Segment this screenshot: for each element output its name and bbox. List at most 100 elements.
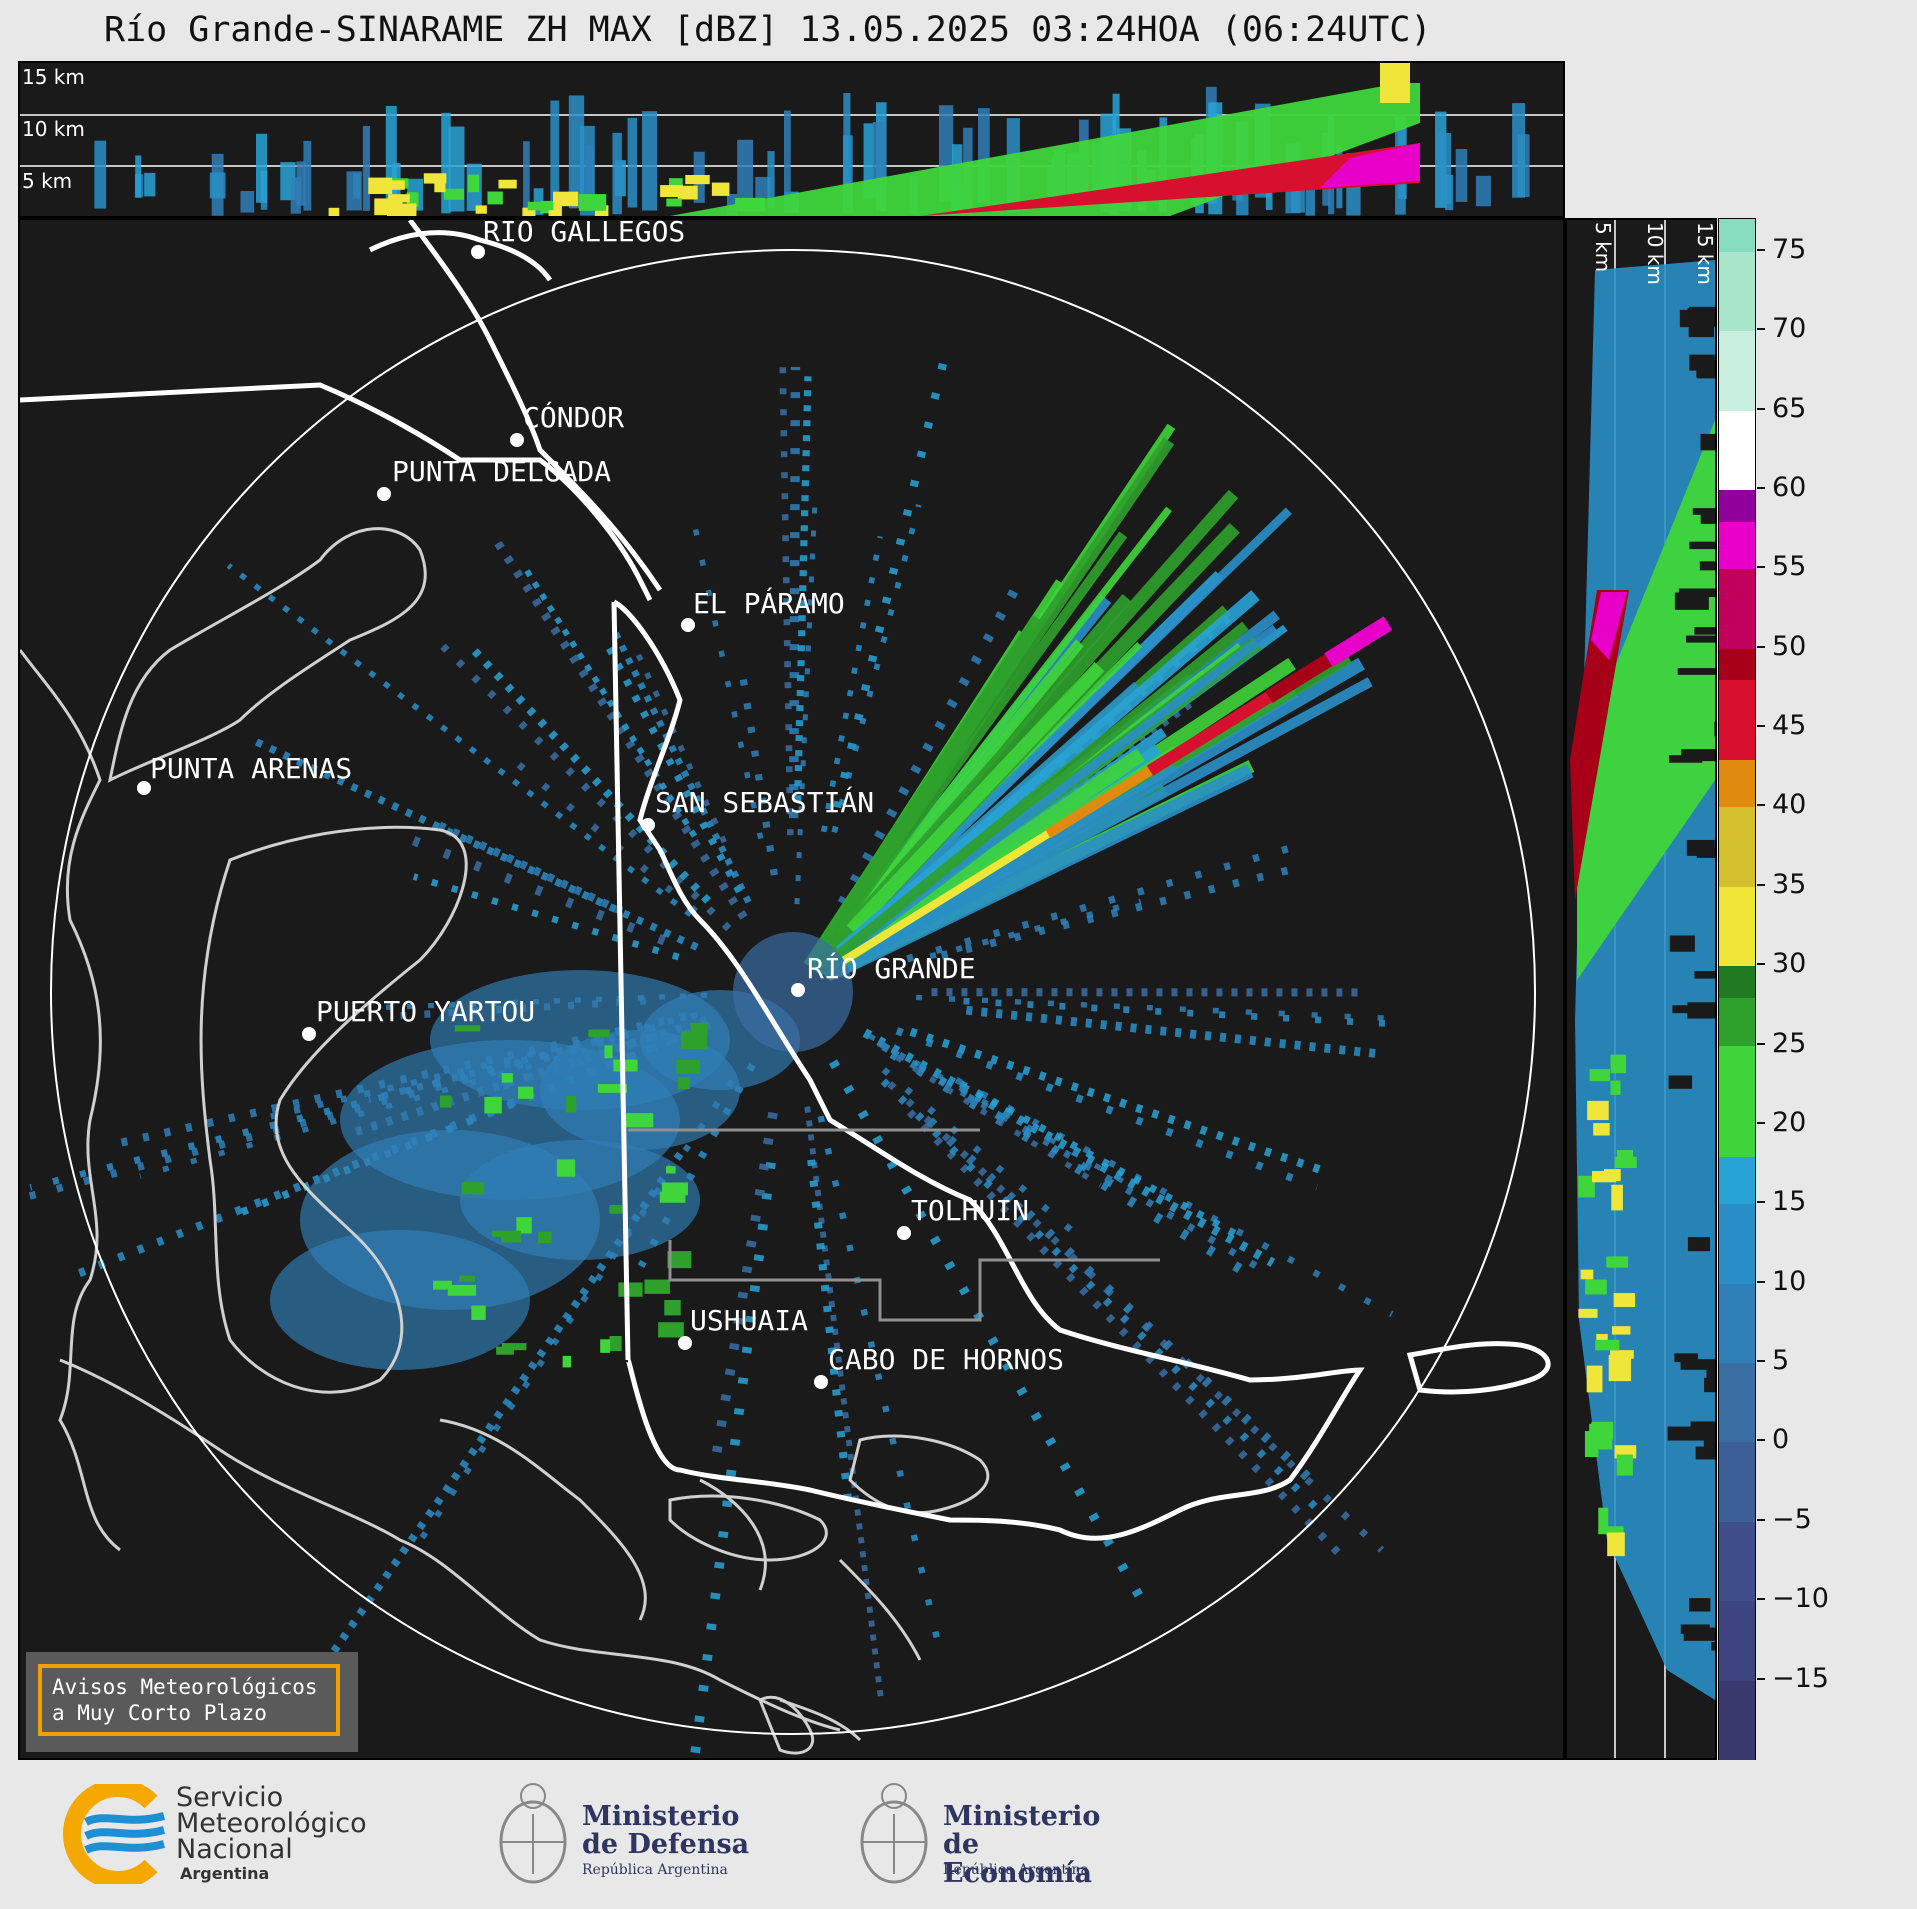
echo-cell — [433, 1280, 452, 1290]
city-marker — [377, 487, 391, 501]
top-echo — [784, 110, 791, 213]
right-height-label-5: 5 km — [1591, 222, 1615, 273]
right-echo-gap — [1703, 1432, 1715, 1448]
border-layer — [20, 220, 1551, 1541]
colorbar-tick — [1757, 566, 1765, 569]
colorbar-band — [1719, 250, 1755, 332]
echo-cell — [491, 1230, 504, 1237]
top-echo-low — [434, 176, 446, 193]
colorbar-tick — [1757, 1677, 1765, 1680]
echo-ray — [807, 1159, 854, 1511]
echo-ray — [788, 366, 801, 819]
colorbar-band — [1719, 758, 1755, 808]
top-echo — [1512, 103, 1526, 198]
echo-cell — [501, 1073, 513, 1083]
colorbar-band — [1719, 965, 1755, 998]
city-marker — [641, 818, 655, 832]
top-echo — [755, 176, 771, 199]
coastline-dawson — [199, 825, 468, 1394]
colorbar-tick-label: 75 — [1772, 233, 1807, 265]
argentina-seal-icon — [499, 1783, 567, 1884]
echo-cell — [690, 1022, 708, 1036]
echo-strong-ray — [1045, 766, 1153, 839]
range-ring — [50, 249, 1536, 1735]
right-echo-low — [1616, 1149, 1634, 1167]
echo-blob — [270, 1230, 530, 1370]
colorbar-tick — [1757, 328, 1765, 331]
right-echo-low — [1611, 1326, 1631, 1335]
right-echo-gap — [1680, 1359, 1715, 1370]
echo-ray — [895, 1054, 1102, 1188]
colorbar-tick-label: 15 — [1772, 1186, 1807, 1218]
city-marker — [791, 983, 805, 997]
echo-ray — [523, 568, 698, 838]
top-height-label-15: 15 km — [22, 65, 85, 89]
echo-cell — [459, 1275, 475, 1282]
top-echo-low — [711, 182, 730, 196]
colorbar-tick — [1757, 1201, 1765, 1204]
right-echo-low — [1595, 1339, 1620, 1351]
right-echo-gap — [1687, 308, 1715, 321]
echo-cell — [680, 1031, 708, 1050]
economia-line-2: de Economía — [943, 1829, 1092, 1889]
coastline-brunswick — [107, 527, 427, 783]
colorbar-band — [1719, 647, 1755, 681]
top-echo-low — [444, 188, 465, 200]
right-echo-gap — [1699, 561, 1715, 571]
right-echo-low — [1610, 1080, 1621, 1095]
right-echo-gap — [1700, 433, 1715, 451]
echo-ray — [963, 997, 1389, 1027]
echo-cell — [604, 1045, 613, 1059]
colorbar-tick — [1757, 804, 1765, 807]
right-echo-low — [1606, 1526, 1624, 1536]
right-echo-low — [1585, 1279, 1607, 1295]
echo-cell — [538, 1231, 552, 1243]
echo-ray — [929, 898, 1142, 960]
warning-box: Avisos Meteorológicos a Muy Corto Plazo — [26, 1652, 358, 1752]
colorbar-band — [1719, 568, 1755, 649]
dbz-colorbar — [1718, 218, 1756, 1760]
echo-ray — [440, 643, 732, 932]
echo-ray — [226, 563, 693, 917]
right-echo-low — [1606, 1256, 1629, 1268]
right-echo-low — [1596, 1333, 1608, 1344]
colorbar-band — [1719, 488, 1755, 522]
echo-ray — [430, 818, 624, 915]
echo-strong-ray — [1146, 691, 1273, 776]
echo-ray — [466, 642, 711, 904]
right-echo-gap — [1695, 1446, 1715, 1460]
border-north — [20, 382, 653, 602]
top-echo-low — [498, 179, 517, 189]
echo-cell — [658, 1322, 684, 1338]
top-echo-low — [735, 197, 765, 212]
right-echo-gap — [1706, 1369, 1715, 1381]
colorbar-tick-label: 50 — [1772, 630, 1807, 662]
echo-ray — [411, 1079, 735, 1552]
echo-ray — [804, 1106, 884, 1698]
radar-map: RÍO GALLEGOS CÓNDOR PUNTA DELGADA PUNTA ARE… — [18, 218, 1565, 1760]
defensa-line-2: de Defensa — [582, 1829, 750, 1860]
top-echo-yellow — [1380, 63, 1410, 103]
colorbar-tick-label: 20 — [1772, 1106, 1807, 1138]
echo-cell — [562, 1355, 571, 1368]
right-height-section: 5 km 10 km 15 km — [1565, 218, 1717, 1760]
right-echo-low — [1580, 1269, 1594, 1280]
top-echo-red — [920, 143, 1420, 216]
colorbar-tick-label: 25 — [1772, 1027, 1807, 1059]
colorbar-band — [1719, 885, 1755, 967]
defensa-line-1: Ministerio — [582, 1801, 740, 1832]
echo-cell — [566, 1095, 577, 1113]
top-echo — [737, 139, 754, 200]
smn-line-2: Meteorológico — [176, 1808, 367, 1839]
right-echo-low — [1589, 1069, 1610, 1082]
city-label: PUNTA DELGADA — [392, 455, 611, 488]
top-echo-low — [578, 194, 607, 211]
right-echo-gap — [1672, 1005, 1715, 1014]
echo-cell — [666, 1166, 676, 1174]
smn-line-4: Argentina — [180, 1864, 270, 1883]
right-echo-low — [1610, 1350, 1634, 1359]
echo-cell — [661, 1182, 688, 1196]
colorbar-tick-label: 65 — [1772, 392, 1807, 424]
top-echo — [441, 112, 451, 214]
colorbar-tick-label: 5 — [1772, 1345, 1790, 1377]
